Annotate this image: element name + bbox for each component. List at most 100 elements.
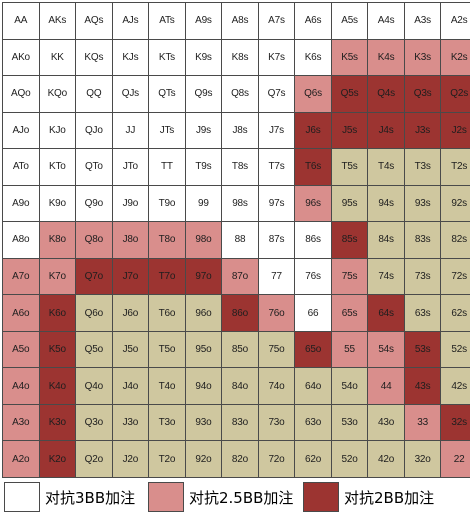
hand-cell-J3s: J3s [404, 112, 441, 149]
hand-cell-J7o: J7o [112, 258, 149, 295]
hand-cell-43s: 43s [404, 368, 441, 404]
hand-cell-72o: 72o [258, 441, 295, 477]
hand-cell-A9o: A9o [3, 185, 39, 222]
hand-cell-Q5o: Q5o [76, 331, 112, 368]
hand-cell-AQs: AQs [76, 3, 112, 39]
hand-cell-Q6o: Q6o [76, 295, 112, 331]
hand-cell-ATo: ATo [3, 149, 39, 185]
hand-cell-A8o: A8o [3, 222, 39, 258]
hand-cell-T9s: T9s [185, 149, 222, 185]
hand-cell-75s: 75s [331, 258, 368, 295]
hand-cell-Q7s: Q7s [258, 76, 295, 112]
hand-cell-65o: 65o [295, 331, 331, 368]
hand-cell-54o: 54o [331, 368, 368, 404]
hand-cell-Q4o: Q4o [76, 368, 112, 404]
hand-cell-JTo: JTo [112, 149, 149, 185]
hand-cell-A5o: A5o [3, 331, 39, 368]
hand-cell-83o: 83o [222, 404, 258, 441]
hand-cell-A6s: A6s [295, 3, 331, 39]
hand-cell-Q8o: Q8o [76, 222, 112, 258]
hand-cell-K9o: K9o [39, 185, 76, 222]
hand-cell-87o: 87o [222, 258, 258, 295]
hand-range-grid: AA AKs AQs AJs ATs A9s A8s A7s A6s A5s A4s A3s A2s AK… [2, 2, 470, 478]
hand-cell-K6s: K6s [295, 39, 331, 76]
hand-cell-Q2s: Q2s [441, 76, 470, 112]
hand-cell-KK: KK [39, 39, 76, 76]
hand-cell-JJ: JJ [112, 112, 149, 149]
hand-cell-Q4s: Q4s [368, 76, 404, 112]
hand-cell-K8s: K8s [222, 39, 258, 76]
legend-label-2-5bb: 对抗2.5BB加注 [189, 488, 294, 507]
hand-cell-Q3o: Q3o [76, 404, 112, 441]
legend: 对抗3BB加注 对抗2.5BB加注 对抗2BB加注 [0, 474, 470, 522]
hand-cell-J8o: J8o [112, 222, 149, 258]
hand-cell-K2s: K2s [441, 39, 470, 76]
hand-cell-83s: 83s [404, 222, 441, 258]
hand-cell-K8o: K8o [39, 222, 76, 258]
hand-cell-AKo: AKo [3, 39, 39, 76]
hand-cell-Q7o: Q7o [76, 258, 112, 295]
hand-cell-97o: 97o [185, 258, 222, 295]
legend-swatch-2-5bb [148, 482, 184, 512]
hand-cell-AQo: AQo [3, 76, 39, 112]
hand-cell-95s: 95s [331, 185, 368, 222]
hand-cell-KQo: KQo [39, 76, 76, 112]
hand-cell-74o: 74o [258, 368, 295, 404]
hand-cell-A4s: A4s [368, 3, 404, 39]
hand-cell-63s: 63s [404, 295, 441, 331]
hand-cell-33: 33 [404, 404, 441, 441]
hand-cell-TT: TT [149, 149, 185, 185]
hand-cell-52s: 52s [441, 331, 470, 368]
hand-cell-85s: 85s [331, 222, 368, 258]
hand-cell-Q2o: Q2o [76, 441, 112, 477]
hand-cell-ATs: ATs [149, 3, 185, 39]
hand-cell-K9s: K9s [185, 39, 222, 76]
hand-cell-Q6s: Q6s [295, 76, 331, 112]
hand-cell-92s: 92s [441, 185, 470, 222]
hand-cell-A3s: A3s [404, 3, 441, 39]
hand-cell-53s: 53s [404, 331, 441, 368]
hand-cell-73o: 73o [258, 404, 295, 441]
hand-cell-T9o: T9o [149, 185, 185, 222]
hand-cell-97s: 97s [258, 185, 295, 222]
hand-cell-J4o: J4o [112, 368, 149, 404]
hand-cell-86s: 86s [295, 222, 331, 258]
legend-label-3bb: 对抗3BB加注 [45, 488, 136, 507]
hand-cell-J7s: J7s [258, 112, 295, 149]
hand-cell-Q9o: Q9o [76, 185, 112, 222]
legend-label-2bb: 对抗2BB加注 [344, 488, 435, 507]
hand-cell-88: 88 [222, 222, 258, 258]
hand-cell-98o: 98o [185, 222, 222, 258]
hand-cell-73s: 73s [404, 258, 441, 295]
hand-cell-T5s: T5s [331, 149, 368, 185]
hand-cell-JTs: JTs [149, 112, 185, 149]
hand-cell-J4s: J4s [368, 112, 404, 149]
hand-cell-J8s: J8s [222, 112, 258, 149]
hand-cell-44: 44 [368, 368, 404, 404]
hand-cell-76s: 76s [295, 258, 331, 295]
hand-cell-QTo: QTo [76, 149, 112, 185]
hand-cell-A5s: A5s [331, 3, 368, 39]
hand-cell-T8o: T8o [149, 222, 185, 258]
hand-cell-84s: 84s [368, 222, 404, 258]
hand-cell-Q9s: Q9s [185, 76, 222, 112]
hand-cell-82s: 82s [441, 222, 470, 258]
legend-item-2-5bb: 对抗2.5BB加注 [148, 482, 293, 512]
hand-cell-AA: AA [3, 3, 39, 39]
hand-cell-92o: 92o [185, 441, 222, 477]
hand-cell-94s: 94s [368, 185, 404, 222]
hand-cell-62s: 62s [441, 295, 470, 331]
hand-cell-96o: 96o [185, 295, 222, 331]
hand-cell-A3o: A3o [3, 404, 39, 441]
hand-cell-72s: 72s [441, 258, 470, 295]
hand-cell-K2o: K2o [39, 441, 76, 477]
hand-cell-K7s: K7s [258, 39, 295, 76]
hand-cell-KJo: KJo [39, 112, 76, 149]
hand-cell-Q5s: Q5s [331, 76, 368, 112]
hand-cell-J2s: J2s [441, 112, 470, 149]
hand-cell-52o: 52o [331, 441, 368, 477]
hand-cell-A8s: A8s [222, 3, 258, 39]
legend-item-2bb: 对抗2BB加注 [303, 482, 434, 512]
hand-cell-QJo: QJo [76, 112, 112, 149]
hand-cell-T2o: T2o [149, 441, 185, 477]
